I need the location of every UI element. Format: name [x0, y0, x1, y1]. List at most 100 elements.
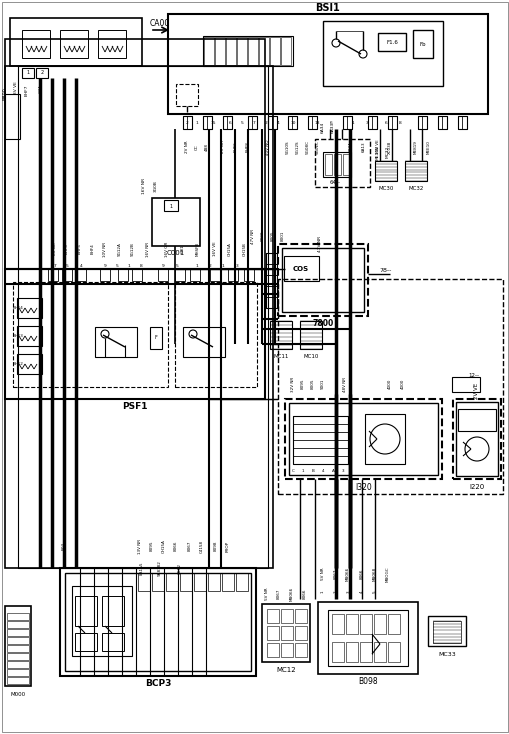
Text: 2: 2 [185, 121, 188, 125]
Bar [237, 37, 246, 65]
Text: CO1: CO1 [39, 84, 43, 92]
Bar [345, 614, 357, 634]
Bar [18, 66, 267, 568]
Text: F1.6: F1.6 [385, 40, 397, 45]
Text: 6: 6 [329, 121, 332, 125]
Text: BCP3: BCP3 [145, 680, 171, 688]
Bar [180, 573, 191, 591]
Text: 6A13: 6A13 [361, 142, 365, 153]
Bar [367, 116, 376, 129]
Bar [266, 264, 276, 275]
Bar [5, 66, 272, 568]
Text: CH15A: CH15A [162, 539, 165, 553]
Bar [417, 116, 421, 129]
Bar [210, 269, 219, 281]
Bar [307, 116, 317, 129]
Bar [7, 645, 29, 652]
Text: 8098: 8098 [214, 541, 217, 551]
Text: 8: 8 [139, 264, 142, 268]
Text: 5G10S: 5G10S [286, 140, 290, 154]
Bar [281, 248, 363, 312]
Text: ME30B: ME30B [375, 145, 379, 159]
Bar [167, 14, 487, 114]
Bar [293, 432, 347, 440]
Text: 7: 7 [252, 121, 255, 125]
Bar [364, 414, 404, 464]
Text: 5V NR: 5V NR [265, 588, 268, 600]
Text: I320: I320 [354, 482, 371, 492]
Text: 5: 5 [116, 264, 118, 268]
Bar [5, 606, 31, 686]
Text: 9000: 9000 [261, 230, 265, 241]
Bar [203, 116, 212, 129]
Bar [345, 642, 357, 662]
Bar [267, 116, 276, 129]
Bar [266, 275, 276, 286]
Text: 1: 1 [351, 121, 354, 125]
Bar [277, 244, 367, 316]
Text: MEE10: MEE10 [426, 140, 430, 154]
Bar [347, 116, 351, 129]
Text: C4158: C4158 [200, 539, 204, 553]
Bar [243, 269, 253, 281]
Bar [222, 116, 227, 129]
Bar [359, 614, 371, 634]
Bar [451, 377, 479, 392]
Bar [267, 643, 278, 657]
Text: A: A [331, 469, 334, 473]
Bar [22, 30, 50, 58]
Bar [293, 424, 347, 432]
Text: 8001: 8001 [280, 230, 285, 241]
Text: 6: 6 [228, 121, 231, 125]
Text: BHF5: BHF5 [234, 142, 238, 153]
Bar [152, 198, 200, 246]
Bar [118, 269, 128, 281]
Text: 47V NR: 47V NR [250, 228, 254, 244]
Text: Fb: Fb [419, 42, 426, 46]
Text: B098: B098 [357, 677, 377, 686]
Bar [221, 573, 234, 591]
Text: 8005: 8005 [270, 230, 274, 241]
Text: MC32: MC32 [408, 186, 423, 191]
Text: 13V NR: 13V NR [138, 539, 142, 553]
Bar [225, 37, 236, 65]
Bar [318, 602, 417, 674]
Bar [272, 116, 276, 129]
Text: 3: 3 [235, 264, 238, 268]
Bar [432, 621, 460, 643]
Bar [299, 321, 321, 349]
Text: 1: 1 [221, 264, 224, 268]
Bar [412, 30, 432, 58]
Bar [176, 84, 197, 106]
Bar [62, 269, 72, 281]
Text: 6: 6 [384, 121, 387, 125]
Bar [280, 609, 293, 623]
Bar [437, 116, 446, 129]
Text: MBOGC: MBOGC [385, 566, 389, 582]
Text: MC30: MC30 [378, 186, 393, 191]
Bar [417, 116, 426, 129]
Text: 8066: 8066 [359, 569, 363, 579]
Bar [387, 614, 399, 634]
Bar [5, 269, 265, 399]
Bar [5, 39, 265, 399]
Text: 9: 9 [161, 264, 164, 268]
Bar [437, 116, 442, 129]
Bar [427, 616, 465, 646]
Bar [293, 416, 347, 464]
Bar [289, 403, 437, 475]
Text: 2: 2 [333, 591, 337, 593]
Bar [262, 604, 309, 662]
Text: 8066: 8066 [302, 589, 306, 599]
Bar [204, 37, 214, 65]
Text: 4: 4 [321, 469, 324, 473]
Text: CH15B: CH15B [242, 242, 246, 256]
Text: BHF7: BHF7 [25, 84, 29, 95]
Text: 1: 1 [169, 203, 172, 208]
Bar [377, 33, 405, 51]
Bar [247, 37, 258, 65]
Bar [17, 354, 42, 374]
Bar [387, 116, 392, 129]
Text: BHF8: BHF8 [245, 142, 249, 153]
Bar [60, 568, 256, 676]
